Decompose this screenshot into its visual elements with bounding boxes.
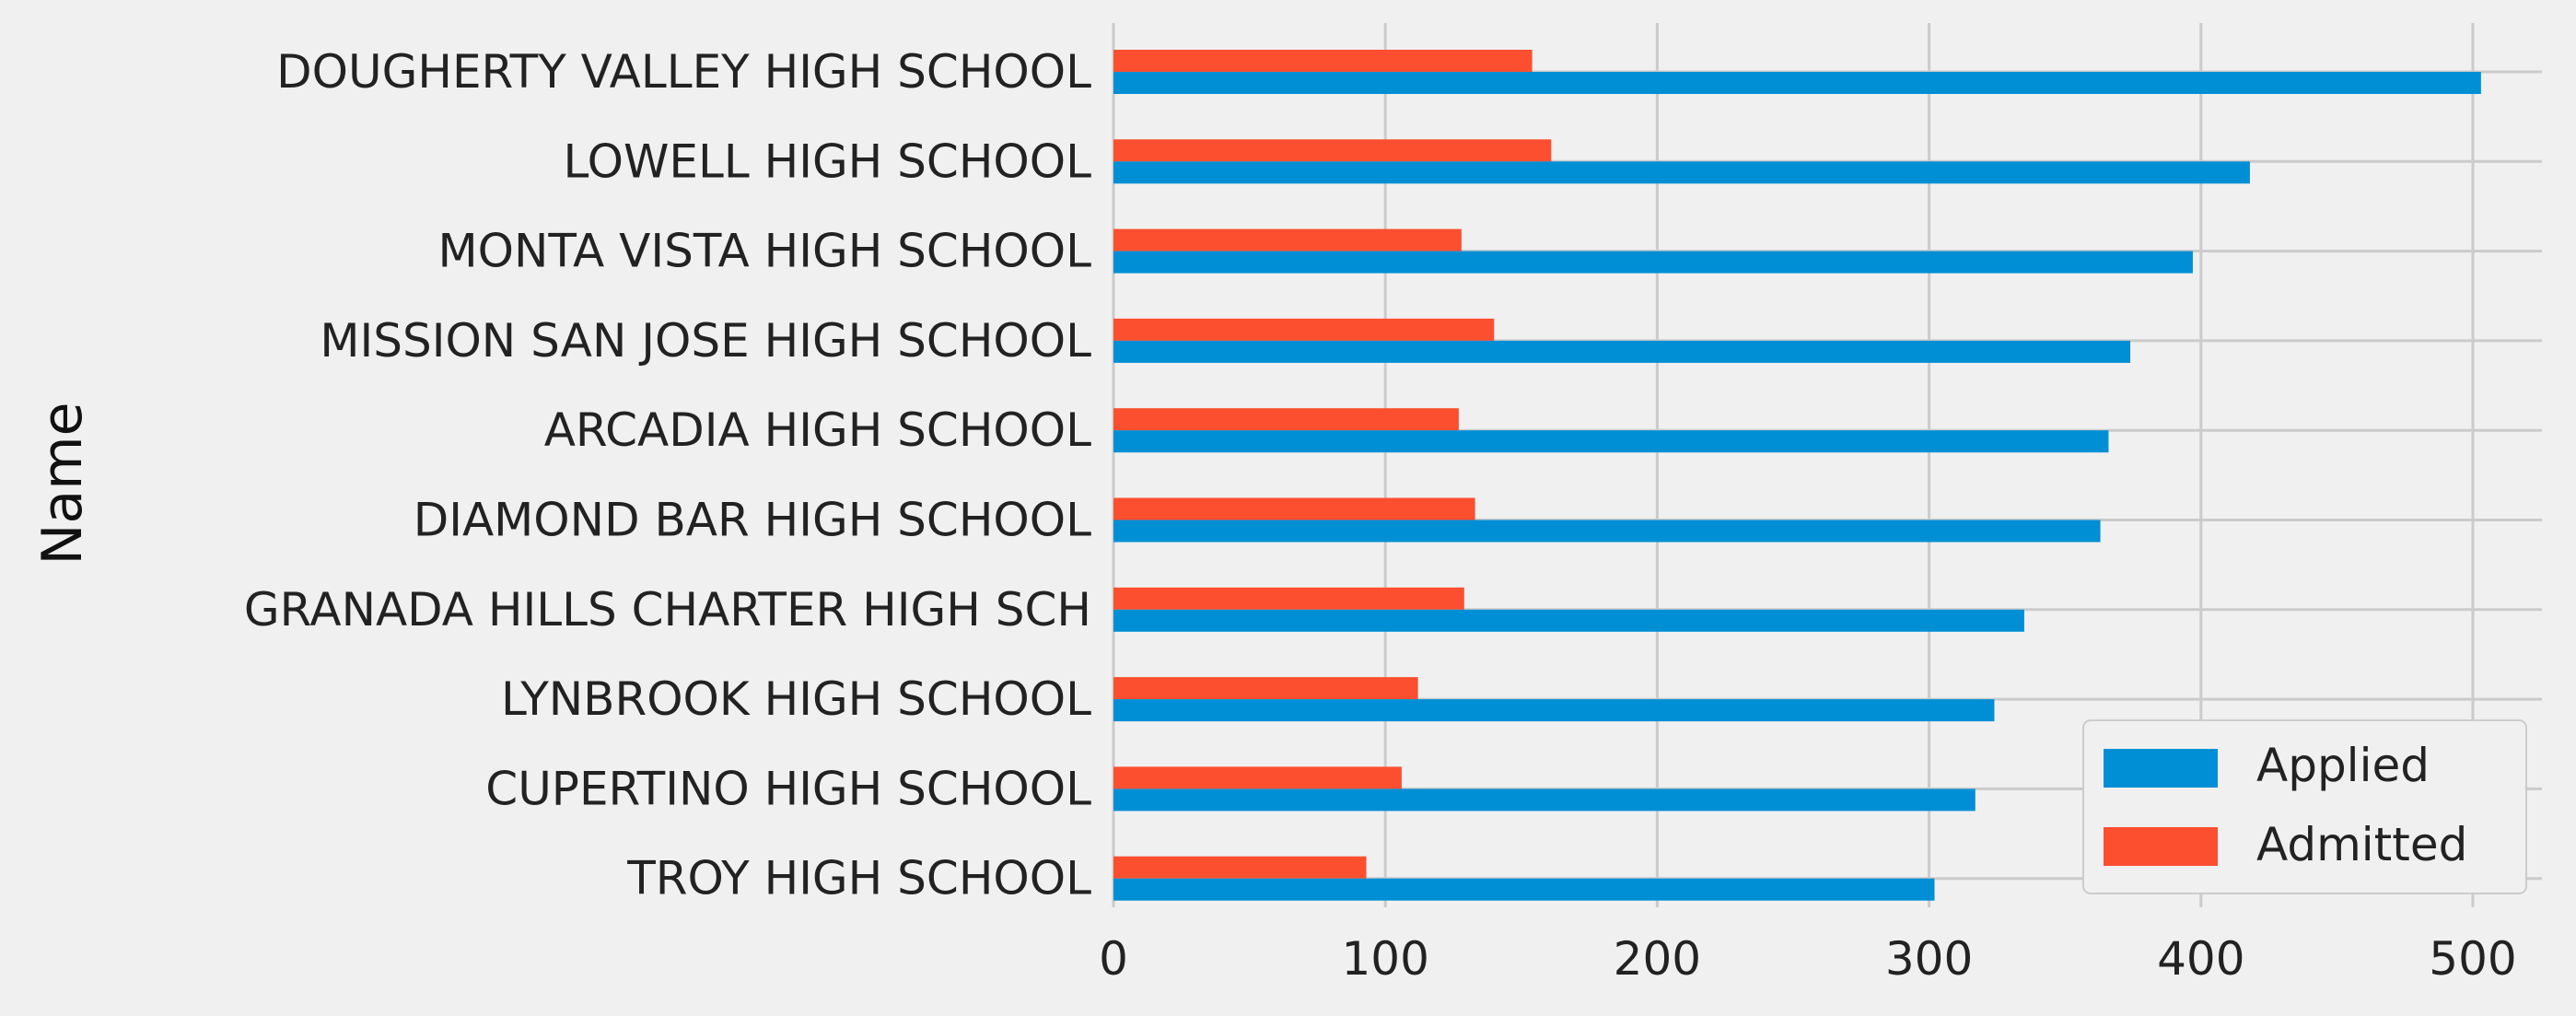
bar-admitted: [1113, 228, 1462, 251]
y-tick-label: MONTA VISTA HIGH SCHOOL: [438, 225, 1092, 278]
y-tick-label: ARCADIA HIGH SCHOOL: [544, 403, 1091, 457]
bar-admitted: [1113, 318, 1495, 341]
bar-admitted: [1113, 139, 1552, 162]
bar-admitted: [1113, 677, 1418, 700]
x-tick-label: 300: [1885, 932, 1973, 986]
bar-applied: [1113, 878, 1935, 901]
bar-applied: [1113, 251, 2193, 274]
x-tick-label: 0: [1099, 932, 1128, 986]
bar-applied: [1113, 609, 2024, 632]
x-tick-label: 100: [1341, 932, 1428, 986]
legend-swatch-admitted: [2104, 827, 2218, 866]
bar-applied: [1113, 340, 2131, 363]
y-tick-label: LOWELL HIGH SCHOOL: [564, 134, 1092, 188]
y-tick-labels: DOUGHERTY VALLEY HIGH SCHOOL LOWELL HIGH …: [244, 45, 1091, 905]
bar-admitted: [1113, 408, 1459, 431]
y-tick-label: TROY HIGH SCHOOL: [626, 852, 1091, 905]
bar-applied: [1113, 699, 1995, 722]
x-tick-labels: 0 100 200 300 400 500: [1099, 932, 2517, 986]
x-tick-label: 400: [2157, 932, 2244, 986]
y-tick-label: LYNBROOK HIGH SCHOOL: [501, 672, 1091, 726]
bar-admitted: [1113, 50, 1533, 72]
legend-label-admitted: Admitted: [2256, 818, 2467, 871]
bar-admitted: [1113, 587, 1464, 610]
bars: [1113, 50, 2481, 901]
bar-admitted: [1113, 497, 1475, 520]
y-tick-label: MISSION SAN JOSE HIGH SCHOOL: [320, 314, 1091, 368]
y-tick-label: DOUGHERTY VALLEY HIGH SCHOOL: [276, 45, 1091, 99]
legend-label-applied: Applied: [2256, 739, 2430, 792]
x-tick-label: 500: [2429, 932, 2516, 986]
bar-applied: [1113, 788, 1976, 812]
bar-admitted: [1113, 766, 1402, 789]
legend: Applied Admitted: [2082, 719, 2527, 894]
x-tick-label: 200: [1614, 932, 1701, 986]
y-tick-label: DIAMOND BAR HIGH SCHOOL: [414, 494, 1091, 547]
bar-applied: [1113, 520, 2101, 543]
bar-applied: [1113, 430, 2109, 453]
y-tick-label: GRANADA HILLS CHARTER HIGH SCH: [244, 583, 1091, 636]
bar-applied: [1113, 72, 2481, 94]
y-tick-label: CUPERTINO HIGH SCHOOL: [485, 762, 1091, 815]
y-axis-title: Name: [30, 402, 95, 565]
bar-applied: [1113, 161, 2250, 184]
legend-swatch-applied: [2104, 749, 2218, 788]
bar-admitted: [1113, 856, 1367, 879]
